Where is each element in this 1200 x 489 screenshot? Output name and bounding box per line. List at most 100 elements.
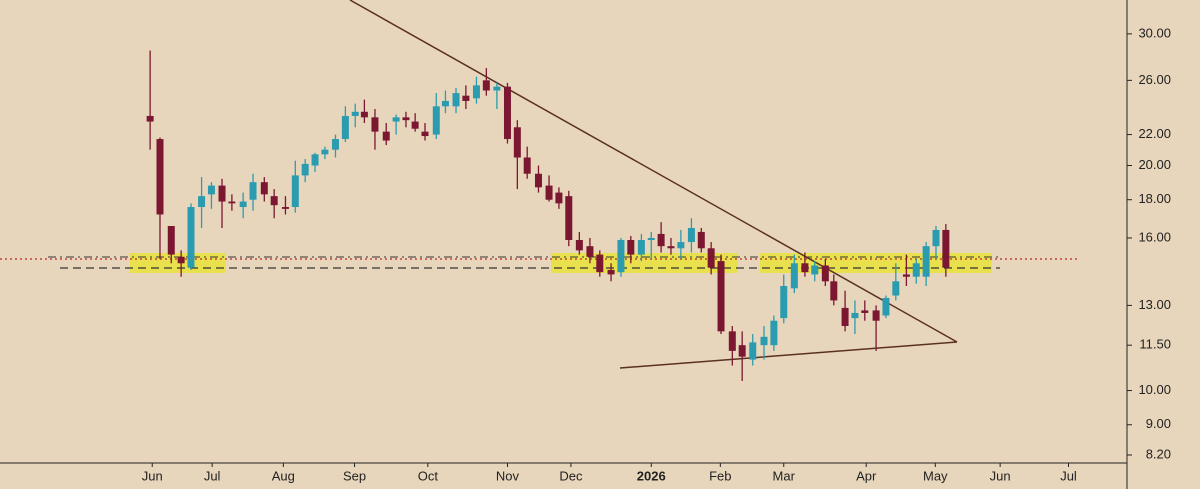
candle-body bbox=[392, 117, 400, 122]
y-tick-label: 18.00 bbox=[1138, 191, 1171, 206]
x-tick-label: Aug bbox=[272, 468, 295, 483]
candle-body bbox=[586, 246, 594, 257]
candle-body bbox=[922, 246, 930, 277]
candle-body bbox=[341, 115, 349, 140]
candle-body bbox=[331, 139, 339, 150]
candle-body bbox=[707, 248, 715, 268]
candle-body bbox=[218, 185, 226, 202]
y-tick-label: 30.00 bbox=[1138, 25, 1171, 40]
candle-body bbox=[942, 229, 950, 268]
candle-body bbox=[657, 233, 665, 247]
trend-line bbox=[619, 341, 958, 369]
candle-body bbox=[472, 85, 480, 99]
candle-body bbox=[360, 111, 368, 118]
candle-body bbox=[260, 182, 268, 195]
candle-body bbox=[523, 157, 531, 174]
candle-body bbox=[207, 185, 215, 195]
x-tick-label: Nov bbox=[496, 468, 520, 483]
candle-body bbox=[351, 111, 359, 116]
candle-body bbox=[760, 336, 768, 346]
candle-body bbox=[830, 281, 838, 301]
candle-body bbox=[156, 139, 164, 215]
x-tick-label: Jul bbox=[204, 468, 221, 483]
candle-body bbox=[596, 254, 604, 273]
candle-body bbox=[382, 131, 390, 141]
x-tick-label: Mar bbox=[773, 468, 796, 483]
candle-body bbox=[239, 201, 247, 208]
x-tick-label: Jun bbox=[990, 468, 1011, 483]
candle-body bbox=[811, 265, 819, 275]
candle-body bbox=[503, 86, 511, 140]
candle-body bbox=[421, 131, 429, 137]
y-tick-label: 26.00 bbox=[1138, 72, 1171, 87]
candle-body bbox=[575, 239, 583, 251]
y-tick-label: 9.00 bbox=[1146, 416, 1171, 431]
candle-body bbox=[311, 154, 319, 166]
x-tick-label: Sep bbox=[343, 468, 366, 483]
candle-body bbox=[411, 121, 419, 129]
candle-body bbox=[534, 173, 542, 188]
candle-body bbox=[441, 100, 449, 107]
candle-body bbox=[717, 261, 725, 332]
candle-body bbox=[281, 207, 289, 209]
y-tick-label: 11.50 bbox=[1139, 337, 1171, 352]
candle-body bbox=[513, 127, 521, 158]
candle-body bbox=[851, 312, 859, 319]
candle-body bbox=[167, 226, 175, 255]
candle-body bbox=[932, 229, 940, 247]
candle-body bbox=[821, 265, 829, 282]
y-tick-label: 16.00 bbox=[1138, 229, 1171, 244]
y-tick-label: 8.20 bbox=[1146, 446, 1171, 461]
candle-body bbox=[493, 86, 501, 91]
candle-body bbox=[617, 239, 625, 273]
candle-body bbox=[187, 207, 195, 268]
candle-body bbox=[882, 297, 890, 316]
candle-body bbox=[371, 117, 379, 132]
candle-body bbox=[462, 95, 470, 101]
candle-body bbox=[301, 163, 309, 176]
candle-body bbox=[697, 231, 705, 249]
y-tick-label: 22.00 bbox=[1138, 126, 1171, 141]
candle-body bbox=[790, 263, 798, 289]
candle-body bbox=[841, 307, 849, 326]
candle-body bbox=[228, 201, 236, 204]
candle-body bbox=[291, 175, 299, 208]
y-tick-label: 13.00 bbox=[1138, 297, 1171, 312]
x-tick-label: Oct bbox=[418, 468, 439, 483]
candle-body bbox=[627, 239, 635, 255]
x-tick-label: Dec bbox=[559, 468, 583, 483]
candle-body bbox=[861, 310, 869, 313]
candle-body bbox=[872, 310, 880, 321]
x-tick-label: Jul bbox=[1060, 468, 1077, 483]
candle-body bbox=[321, 149, 329, 155]
candle-body bbox=[728, 331, 736, 351]
x-tick-label: May bbox=[923, 468, 948, 483]
x-tick-label: 2026 bbox=[637, 468, 666, 483]
candle-body bbox=[198, 196, 206, 208]
candle-body bbox=[647, 237, 655, 240]
candle-body bbox=[177, 256, 185, 264]
candle-body bbox=[452, 93, 460, 107]
x-tick-label: Apr bbox=[856, 468, 877, 483]
candle-body bbox=[749, 342, 757, 360]
candle-body bbox=[912, 263, 920, 277]
candle-body bbox=[555, 192, 563, 204]
x-tick-label: Feb bbox=[709, 468, 731, 483]
candle-body bbox=[249, 182, 257, 200]
candle-body bbox=[687, 227, 695, 243]
candle-body bbox=[402, 117, 410, 121]
trend-line bbox=[349, 0, 958, 343]
candle-body bbox=[738, 345, 746, 357]
candle-body bbox=[637, 239, 645, 255]
candle-body bbox=[545, 185, 553, 200]
candle-body bbox=[482, 80, 490, 91]
candle-body bbox=[902, 274, 910, 277]
candle-body bbox=[801, 263, 809, 273]
candle-body bbox=[892, 281, 900, 296]
candle-body bbox=[270, 196, 278, 206]
candle-body bbox=[770, 320, 778, 346]
candle-body bbox=[565, 196, 573, 240]
x-tick-label: Jun bbox=[142, 468, 163, 483]
candle-body bbox=[667, 246, 675, 249]
